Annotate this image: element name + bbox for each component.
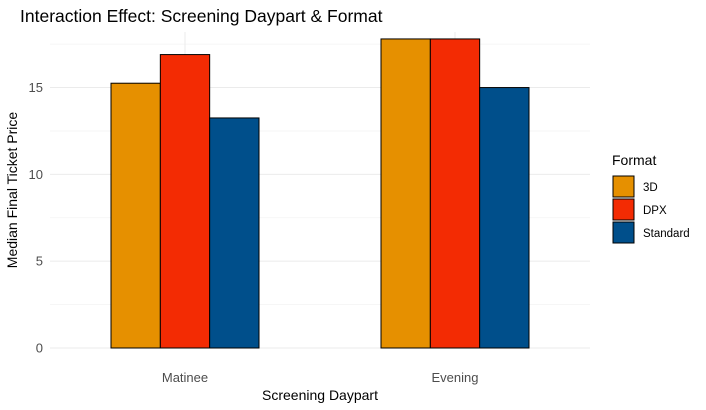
bar-matinee-dpx [159,54,211,349]
x-axis-title: Screening Daypart [262,387,378,403]
legend-label: Standard [643,228,690,240]
bar-evening-3d [380,38,431,349]
bar-evening-standard [479,87,530,349]
y-axis-ticks: 0 5 10 15 [29,80,43,355]
legend-label: DPX [643,205,667,217]
bar-matinee-3d [110,82,161,349]
y-tick-label: 15 [29,80,43,95]
legend-key-standard [612,221,635,244]
y-tick-label: 10 [29,167,43,182]
x-tick-label: Evening [432,370,479,385]
bar-evening-dpx [429,38,481,349]
legend-label: 3D [643,182,658,194]
bar-matinee-standard [209,117,260,349]
chart-title: Interaction Effect: Screening Daypart & … [20,6,383,26]
x-tick-label: Matinee [162,370,208,385]
x-axis-ticks: Matinee Evening [162,370,479,385]
y-axis-title: Median Final Ticket Price [4,112,20,269]
legend-key-dpx [612,198,635,221]
legend-key-3d [612,175,635,198]
bars [110,38,530,349]
y-tick-label: 5 [36,254,43,269]
legend-title: Format [612,152,656,168]
legend: Format 3D DPX Standard [612,152,690,244]
y-tick-label: 0 [36,341,43,356]
